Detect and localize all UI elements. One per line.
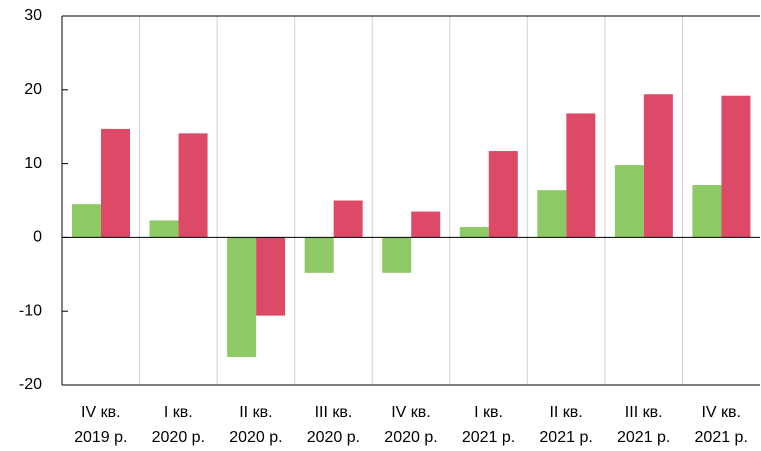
y-tick-label: 30 <box>24 7 42 24</box>
x-tick-label: 2020 р. <box>384 429 437 446</box>
y-tick-label: -20 <box>19 376 42 393</box>
y-tick-label: 10 <box>24 155 42 172</box>
bar <box>333 200 363 238</box>
x-tick-label: IV кв. <box>391 404 431 421</box>
x-tick-label: 2020 р. <box>152 429 205 446</box>
x-tick-label: IV кв. <box>81 404 121 421</box>
bar <box>566 113 596 238</box>
x-tick-label: III кв. <box>625 404 663 421</box>
bar <box>227 237 257 357</box>
bar <box>721 95 751 238</box>
x-tick-label: I кв. <box>164 404 193 421</box>
bar <box>101 128 130 238</box>
x-tick-label: 2021 р. <box>539 429 592 446</box>
x-tick-label: 2020 р. <box>229 429 282 446</box>
bar <box>537 190 567 238</box>
y-tick-label: 0 <box>33 229 42 246</box>
y-tick-label: 20 <box>24 81 42 98</box>
bar <box>614 165 644 238</box>
bar <box>643 94 673 238</box>
x-tick-label: 2019 р. <box>74 429 127 446</box>
x-tick-label: III кв. <box>315 404 353 421</box>
bar <box>382 237 412 273</box>
x-tick-label: 2020 р. <box>307 429 360 446</box>
bar <box>72 204 101 238</box>
x-tick-label: I кв. <box>474 404 503 421</box>
y-tick-label: -10 <box>19 302 42 319</box>
x-tick-label: 2021 р. <box>617 429 670 446</box>
x-tick-label: 2021 р. <box>462 429 515 446</box>
bar <box>459 227 489 238</box>
x-tick-label: 2021 р. <box>695 429 748 446</box>
bar <box>411 211 441 238</box>
bar <box>488 151 518 238</box>
x-tick-label: IV кв. <box>701 404 741 421</box>
bar <box>178 133 208 238</box>
bar <box>149 220 179 238</box>
x-tick-label: II кв. <box>549 404 582 421</box>
x-tick-label: II кв. <box>239 404 272 421</box>
bar <box>256 237 286 316</box>
bar <box>304 237 334 273</box>
bar <box>692 185 722 238</box>
